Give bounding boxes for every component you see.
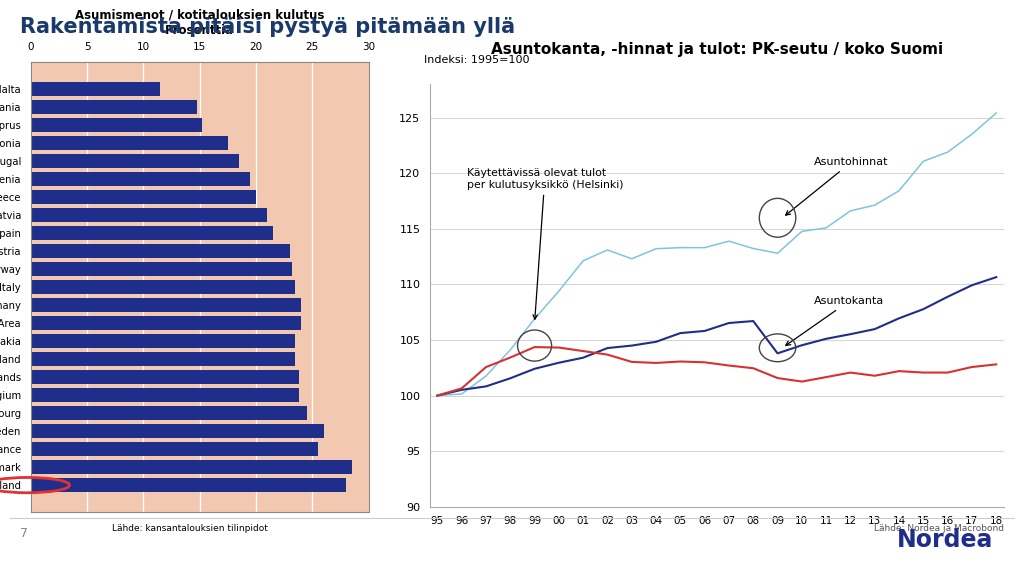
Bar xyxy=(31,334,295,348)
Bar xyxy=(31,172,250,186)
Bar xyxy=(31,479,346,492)
Bar xyxy=(31,425,324,438)
Bar xyxy=(31,100,198,114)
Text: Asuntohinnat: Asuntohinnat xyxy=(785,157,889,215)
Bar xyxy=(31,406,307,420)
Title: Asuntokanta, -hinnat ja tulot: PK-seutu / koko Suomi: Asuntokanta, -hinnat ja tulot: PK-seutu … xyxy=(490,42,943,57)
Bar xyxy=(31,136,227,150)
Bar xyxy=(31,298,301,312)
Text: Rakentamista pitäisi pystyä pitämään yllä: Rakentamista pitäisi pystyä pitämään yll… xyxy=(20,17,516,37)
Bar xyxy=(31,443,317,456)
Bar xyxy=(31,388,299,402)
Text: Lähde: Nordea ja Macrobond: Lähde: Nordea ja Macrobond xyxy=(873,524,1004,533)
Text: Lähde: kansantalouksien tilinpidot: Lähde: kansantalouksien tilinpidot xyxy=(112,524,267,533)
Text: Asuntokanta: Asuntokanta xyxy=(785,296,885,346)
Bar xyxy=(31,262,292,276)
Bar xyxy=(31,280,295,294)
Bar xyxy=(31,461,352,474)
Bar xyxy=(31,190,256,204)
Text: Indeksi: 1995=100: Indeksi: 1995=100 xyxy=(424,55,529,65)
Bar xyxy=(31,352,295,366)
Bar xyxy=(31,208,267,222)
Text: Käytettävissä olevat tulot
per kulutusyksikkö (Helsinki): Käytettävissä olevat tulot per kulutusyk… xyxy=(467,168,623,319)
Bar xyxy=(31,316,301,330)
Text: Nordea: Nordea xyxy=(897,528,993,552)
Bar xyxy=(31,226,272,240)
Text: 7: 7 xyxy=(20,528,29,540)
Bar xyxy=(31,370,299,384)
Bar xyxy=(31,244,290,258)
Bar xyxy=(31,154,239,168)
Title: Asumismenot / kotitalouksien kulutus
Prosenttia: Asumismenot / kotitalouksien kulutus Pro… xyxy=(75,9,325,37)
Bar xyxy=(31,82,160,96)
Bar xyxy=(31,118,202,132)
